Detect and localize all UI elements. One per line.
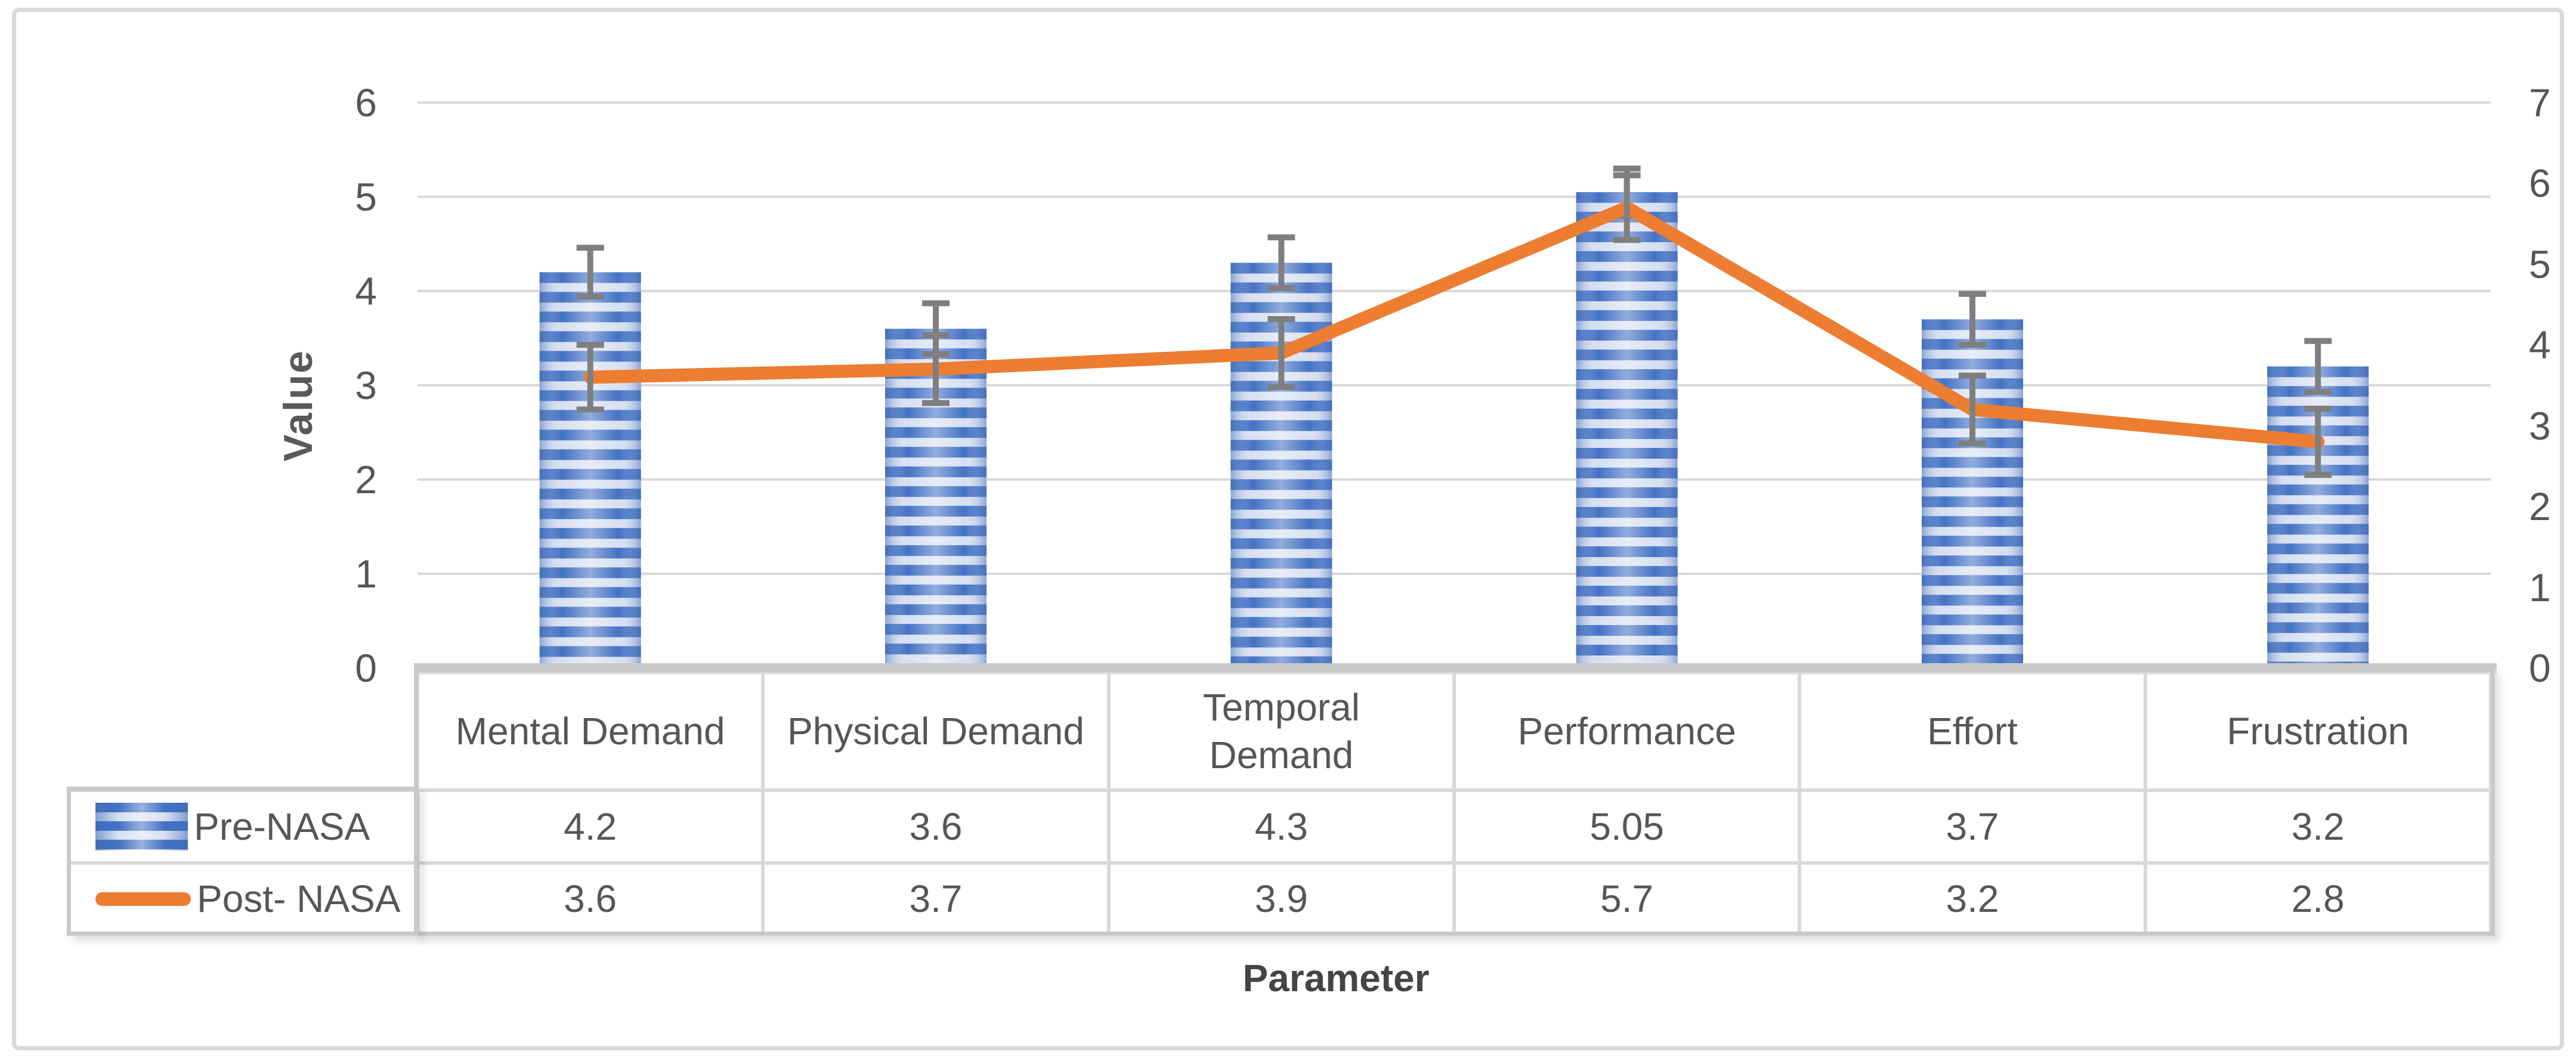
y-axis-tick-right: 0 xyxy=(2529,646,2551,690)
category-header-cell: Performance xyxy=(1454,672,1800,790)
y-axis-tick-left: 3 xyxy=(355,363,377,407)
y-axis-tick-right: 5 xyxy=(2529,242,2551,286)
post-nasa-error-bar xyxy=(922,332,950,406)
post-nasa-line xyxy=(583,201,2325,448)
y-axis-tick-left: 2 xyxy=(355,457,377,502)
pre-nasa-value-cell: 5.05 xyxy=(1454,790,1800,863)
post-nasa-error-bar xyxy=(576,342,604,413)
x-axis-title: Parameter xyxy=(1242,957,1430,1000)
pre-nasa-bar-sheen xyxy=(1922,319,2023,668)
y-axis-tick-left: 0 xyxy=(355,646,377,690)
pre-nasa-error-bar xyxy=(2304,338,2332,395)
post-nasa-line-swatch-icon xyxy=(95,892,191,906)
post-nasa-value-cell: 3.7 xyxy=(763,863,1109,935)
pre-nasa-error-bar xyxy=(1959,290,1986,348)
y-axis-tick-right: 1 xyxy=(2529,565,2551,610)
y-axis-tick-left: 1 xyxy=(355,552,377,596)
y-axis-tick-right: 7 xyxy=(2529,81,2551,125)
category-header-cell: Temporal Demand xyxy=(1108,672,1454,790)
y-axis-tick-left: 5 xyxy=(355,175,377,219)
pre-nasa-error-bar xyxy=(1267,234,1295,292)
post-nasa-value-cell: 3.6 xyxy=(418,863,763,935)
pre-nasa-error-bar xyxy=(576,245,604,300)
pre-nasa-bar-swatch-icon xyxy=(95,803,188,850)
y-axis-tick-right: 4 xyxy=(2529,323,2551,367)
x-axis-line xyxy=(414,663,2497,669)
post-nasa-value-cell: 5.7 xyxy=(1454,863,1800,935)
post-nasa-value-cell: 3.2 xyxy=(1799,863,2145,935)
category-header-cell: Frustration xyxy=(2145,672,2491,790)
legend-post-nasa: Post- NASA xyxy=(69,863,418,935)
pre-nasa-value-cell: 4.3 xyxy=(1108,790,1454,863)
y-axis-tick-right: 3 xyxy=(2529,403,2551,448)
post-nasa-error-bar xyxy=(1267,315,1295,390)
pre-nasa-value-cell: 3.2 xyxy=(2145,790,2491,863)
y-axis-tick-right: 6 xyxy=(2529,161,2551,206)
pre-nasa-value-cell: 3.6 xyxy=(763,790,1109,863)
y-axis-tick-left: 4 xyxy=(355,269,377,313)
post-nasa-error-bar xyxy=(1959,372,1986,447)
category-header-cell: Mental Demand xyxy=(418,672,763,790)
y-axis-tick-right: 2 xyxy=(2529,484,2551,529)
legend-pre-nasa: Pre-NASA xyxy=(69,790,418,863)
pre-nasa-series-label: Pre-NASA xyxy=(194,805,370,848)
post-nasa-value-cell: 3.9 xyxy=(1108,863,1454,935)
y-axis-tick-left: 6 xyxy=(355,81,377,125)
post-nasa-error-bar xyxy=(2304,406,2332,478)
pre-nasa-value-cell: 4.2 xyxy=(418,790,763,863)
post-nasa-value-cell: 2.8 xyxy=(2145,863,2491,935)
pre-nasa-bar-sheen xyxy=(539,272,641,668)
pre-nasa-bar-sheen xyxy=(1576,192,1678,669)
pre-nasa-value-cell: 3.7 xyxy=(1799,790,2145,863)
post-nasa-series-label: Post- NASA xyxy=(197,877,401,920)
post-nasa-error-bar xyxy=(1613,172,1641,243)
category-header-cell: Effort xyxy=(1799,672,2145,790)
category-header-cell: Physical Demand xyxy=(763,672,1109,790)
